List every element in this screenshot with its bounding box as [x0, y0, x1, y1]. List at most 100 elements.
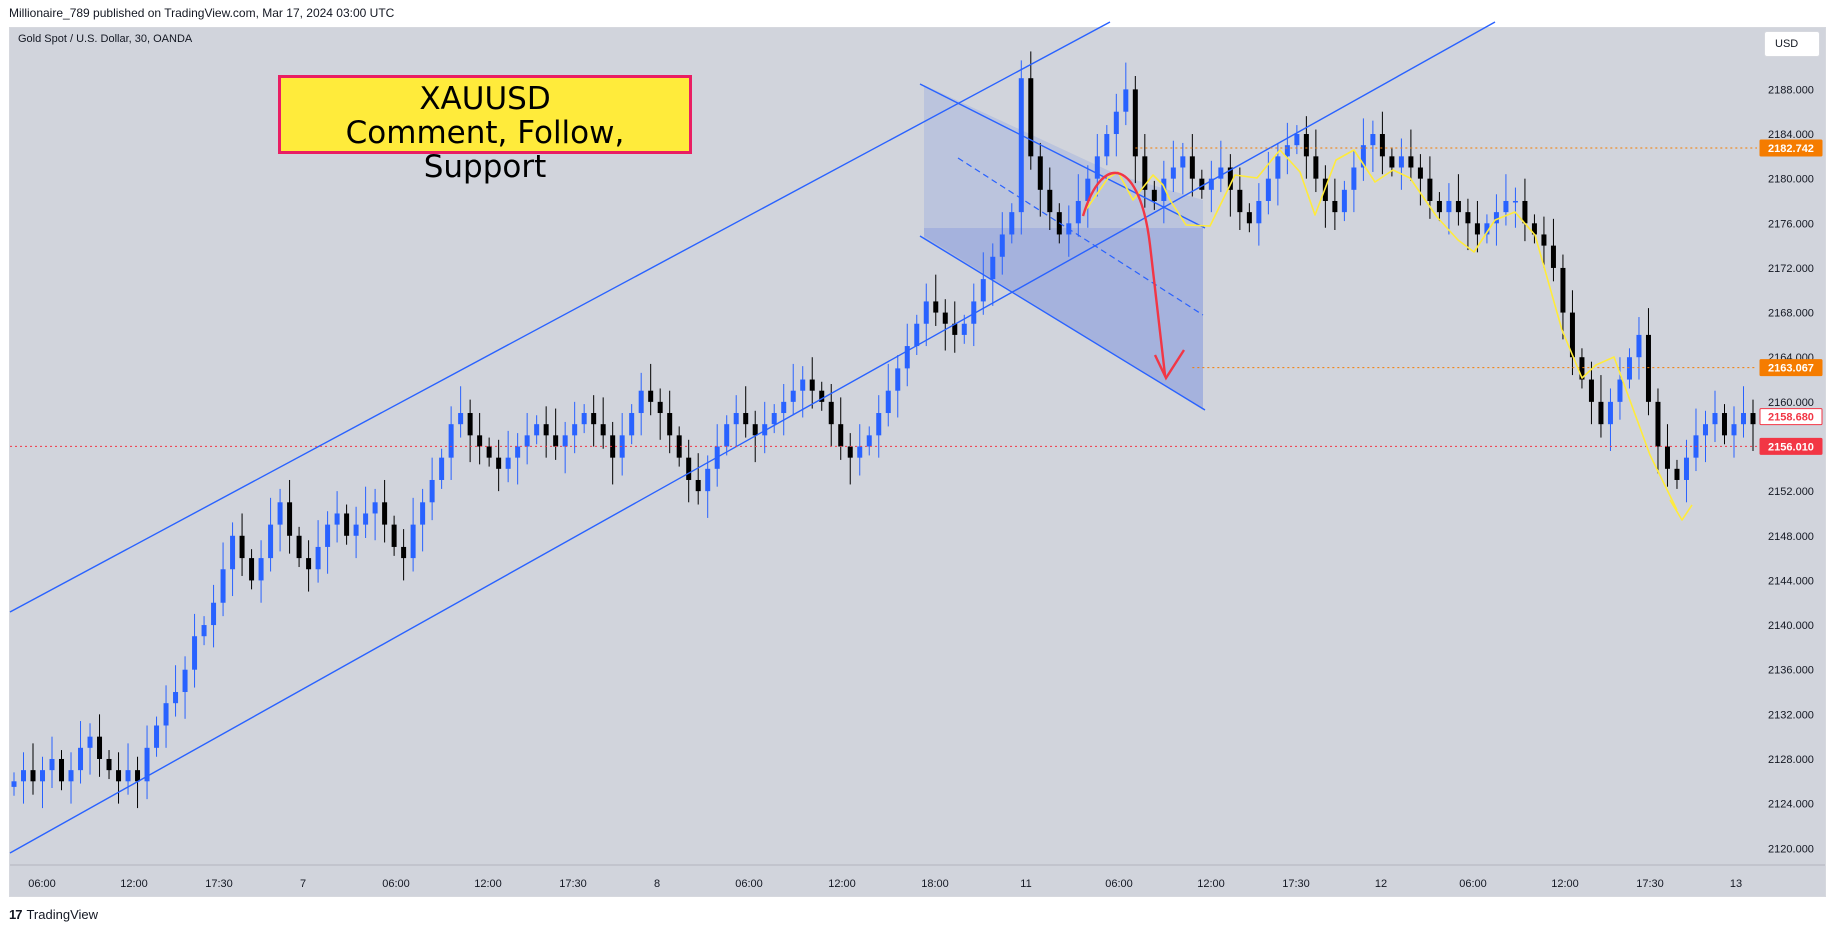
candle-body	[344, 513, 350, 536]
candle-body	[1436, 200, 1442, 213]
price-label-box	[1759, 359, 1823, 377]
candle-body	[486, 446, 492, 458]
candle-body	[619, 435, 625, 458]
candle-body	[752, 424, 758, 436]
x-tick-label: 12	[1375, 878, 1387, 890]
candle-body	[800, 379, 806, 391]
footer-brand[interactable]: 17 TradingView	[9, 905, 98, 925]
candle-body	[239, 535, 245, 559]
candle-body	[1493, 212, 1499, 224]
candle-body	[1142, 156, 1148, 190]
candle-body	[410, 524, 416, 559]
candle-body	[1683, 457, 1689, 480]
price-label-box	[1759, 437, 1823, 455]
candle-body	[923, 301, 929, 324]
candle-body	[705, 468, 711, 492]
candle-body	[1265, 178, 1271, 201]
x-tick-label: 06:00	[1105, 878, 1133, 890]
x-tick-label: 17:30	[1636, 878, 1664, 890]
candle-body	[439, 457, 445, 480]
y-tick-label: 2140.000	[1768, 620, 1814, 632]
candle-body	[1674, 468, 1680, 480]
candle-body	[1750, 413, 1756, 425]
candle-body	[220, 569, 226, 603]
x-tick-label: 17:30	[559, 878, 587, 890]
candle-body	[1636, 334, 1642, 358]
candle-body	[1113, 111, 1119, 135]
candle-body	[1645, 334, 1651, 402]
candle-body	[78, 747, 84, 771]
candle-body	[97, 736, 103, 759]
candle-body	[1256, 200, 1262, 224]
candle-body	[211, 602, 217, 626]
candle-body	[591, 413, 597, 425]
candle-body	[429, 479, 435, 503]
y-tick-label: 2148.000	[1768, 531, 1814, 543]
candle-body	[1161, 178, 1167, 201]
candle-body	[524, 435, 530, 447]
candle-body	[1313, 156, 1319, 179]
candle-body	[116, 770, 122, 782]
symbol-title[interactable]: Gold Spot / U.S. Dollar, 30, OANDA	[18, 33, 193, 45]
candle-body	[581, 413, 587, 425]
candle-body	[686, 457, 692, 480]
candle-body	[1721, 413, 1727, 436]
candle-body	[904, 346, 910, 369]
candle-body	[401, 546, 407, 559]
candle-body	[999, 234, 1005, 257]
plot-area[interactable]	[10, 28, 1757, 865]
candle-body	[1275, 156, 1281, 179]
candle-body	[1199, 178, 1205, 190]
candle-body	[534, 424, 540, 436]
candle-body	[135, 770, 141, 782]
candle-body	[1417, 167, 1423, 179]
banner-subtitle: Comment, Follow, Support	[345, 115, 625, 185]
candle-body	[771, 413, 777, 425]
y-tick-label: 2128.000	[1768, 754, 1814, 766]
candle-body	[144, 747, 150, 782]
x-tick-label: 12:00	[120, 878, 148, 890]
candle-body	[1104, 134, 1110, 157]
candle-body	[173, 692, 179, 704]
candle-body	[1170, 167, 1176, 179]
price-label: 2163.067	[1768, 363, 1814, 375]
x-tick-label: 18:00	[921, 878, 949, 890]
candle-body	[1028, 78, 1034, 157]
candle-body	[1389, 156, 1395, 168]
candle-body	[1731, 424, 1737, 436]
candle-body	[638, 390, 644, 414]
candle-body	[49, 758, 55, 771]
candle-body	[942, 312, 948, 324]
candle-body	[458, 413, 464, 425]
tradingview-logo-icon: 17	[9, 907, 23, 922]
x-tick-label: 12:00	[1551, 878, 1579, 890]
candle-body	[68, 770, 74, 782]
candle-body	[676, 435, 682, 458]
candle-body	[1009, 212, 1015, 235]
candle-body	[1427, 178, 1433, 201]
candle-body	[562, 435, 568, 447]
y-tick-label: 2160.000	[1768, 397, 1814, 409]
candle-body	[1237, 189, 1243, 213]
candle-body	[1227, 167, 1233, 190]
candle-body	[809, 379, 815, 391]
candle-body	[1341, 189, 1347, 213]
candle-body	[971, 301, 977, 324]
candle-body	[1512, 200, 1518, 203]
candle-body	[1218, 167, 1224, 179]
candle-body	[496, 457, 502, 469]
candle-body	[372, 502, 378, 514]
candle-body	[1351, 167, 1357, 190]
y-tick-label: 2136.000	[1768, 665, 1814, 677]
y-tick-label: 2144.000	[1768, 575, 1814, 587]
path-annotation	[1082, 149, 1678, 511]
candle-body	[1151, 189, 1157, 201]
candle-body	[1541, 234, 1547, 246]
candle-body	[1550, 245, 1556, 268]
candle-body	[382, 502, 388, 525]
candle-body	[125, 770, 131, 782]
candle-body	[657, 401, 663, 414]
candle-body	[828, 401, 834, 425]
currency-selector[interactable]: USD	[1764, 31, 1820, 57]
